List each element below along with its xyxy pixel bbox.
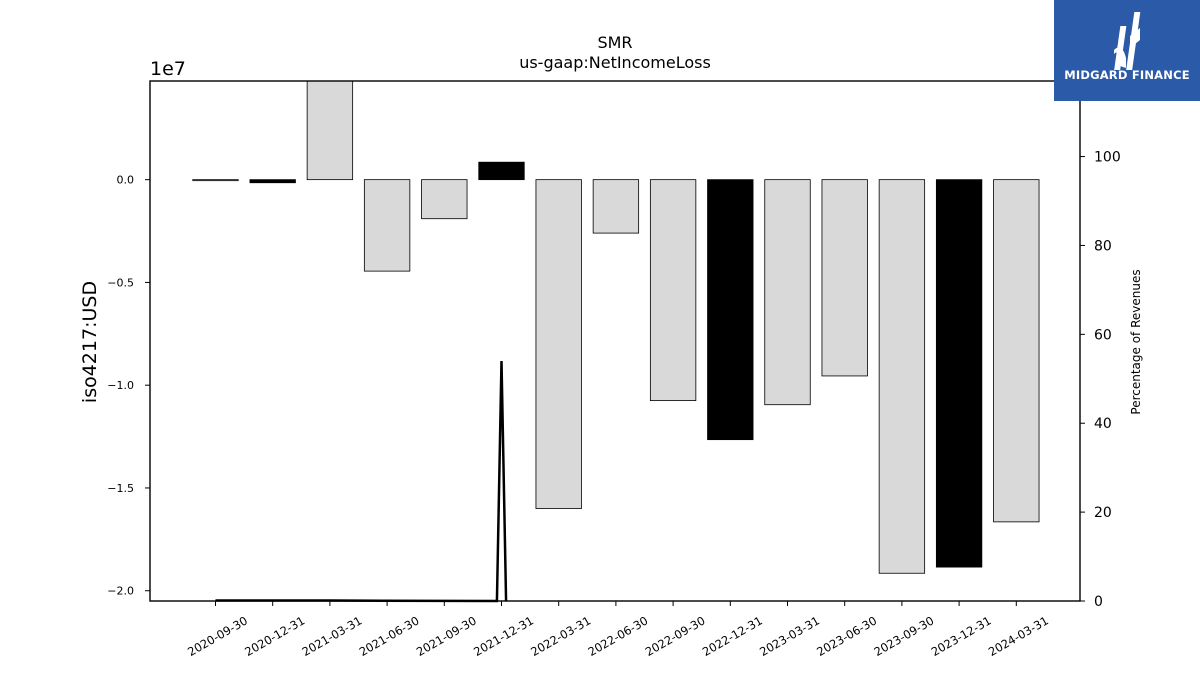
- y2-tick-label: 60: [1094, 327, 1112, 343]
- plot-frame: [149, 80, 1081, 602]
- chart-subtitle: us-gaap:NetIncomeLoss: [519, 53, 711, 72]
- bars-group: [192, 80, 1040, 574]
- bar-2023-03-31: [764, 179, 811, 406]
- bar-2020-12-31: [249, 179, 296, 184]
- y2-tick-label: 100: [1094, 150, 1121, 166]
- y2-tick-label: 20: [1094, 505, 1112, 521]
- bar-2024-03-31: [993, 179, 1040, 523]
- y-tick-label: −0.5: [107, 276, 134, 289]
- x-tick-label: 2022-09-30: [643, 613, 708, 659]
- bar-2020-09-30: [192, 179, 239, 182]
- x-tick-label: 2021-06-30: [357, 613, 422, 659]
- bar-2021-03-31: [306, 80, 354, 181]
- x-tick-label: 2022-06-30: [586, 613, 651, 659]
- y-tick-label: 0.0: [117, 174, 135, 187]
- bar-2023-12-31: [935, 179, 983, 568]
- x-tick-label: 2022-03-31: [528, 613, 593, 659]
- bar-2022-06-30: [592, 179, 640, 234]
- x-tick-label: 2023-12-31: [929, 613, 994, 659]
- x-tick-label: 2021-12-31: [471, 613, 536, 659]
- x-tick-label: 2023-03-31: [757, 613, 822, 659]
- bar-2022-09-30: [649, 179, 697, 402]
- bar-2022-03-31: [535, 179, 582, 509]
- bar-2021-12-31: [478, 161, 525, 181]
- line-overlay: [215, 360, 508, 603]
- brand-name: MIDGARD FINANCE: [1064, 68, 1190, 82]
- x-tick-label: 2021-03-31: [300, 613, 365, 659]
- y-tick-label: −1.5: [107, 482, 134, 495]
- bar-2021-06-30: [363, 179, 411, 272]
- x-tick-label: 2020-12-31: [242, 613, 307, 659]
- percentage-line: [215, 360, 508, 603]
- y2-axis-label: Percentage of Revenues: [1129, 269, 1143, 414]
- y-axis-label: iso4217:USD: [79, 281, 101, 403]
- bar-2023-06-30: [821, 179, 868, 377]
- bar-2022-12-31: [707, 179, 754, 441]
- y-axis-multiplier: 1e7: [150, 58, 186, 80]
- bar-2021-09-30: [421, 179, 468, 220]
- y2-tick-label: 0: [1094, 594, 1103, 610]
- y2-tick-label: 80: [1094, 238, 1112, 254]
- y-tick-label: −1.0: [107, 379, 134, 392]
- brand-logo: MIDGARD FINANCE: [1054, 0, 1200, 101]
- y-tick-label: −2.0: [107, 585, 134, 598]
- x-tick-label: 2024-03-31: [986, 613, 1051, 659]
- y2-tick-label: 40: [1094, 416, 1112, 432]
- midgard-logo-icon: [1114, 12, 1141, 70]
- chart-title: SMR: [597, 33, 632, 52]
- x-tick-label: 2020-09-30: [185, 613, 250, 659]
- bar-2023-09-30: [878, 179, 926, 574]
- x-tick-label: 2022-12-31: [700, 613, 765, 659]
- x-tick-label: 2023-06-30: [814, 613, 879, 659]
- x-tick-label: 2021-09-30: [414, 613, 479, 659]
- x-tick-label: 2023-09-30: [872, 613, 937, 659]
